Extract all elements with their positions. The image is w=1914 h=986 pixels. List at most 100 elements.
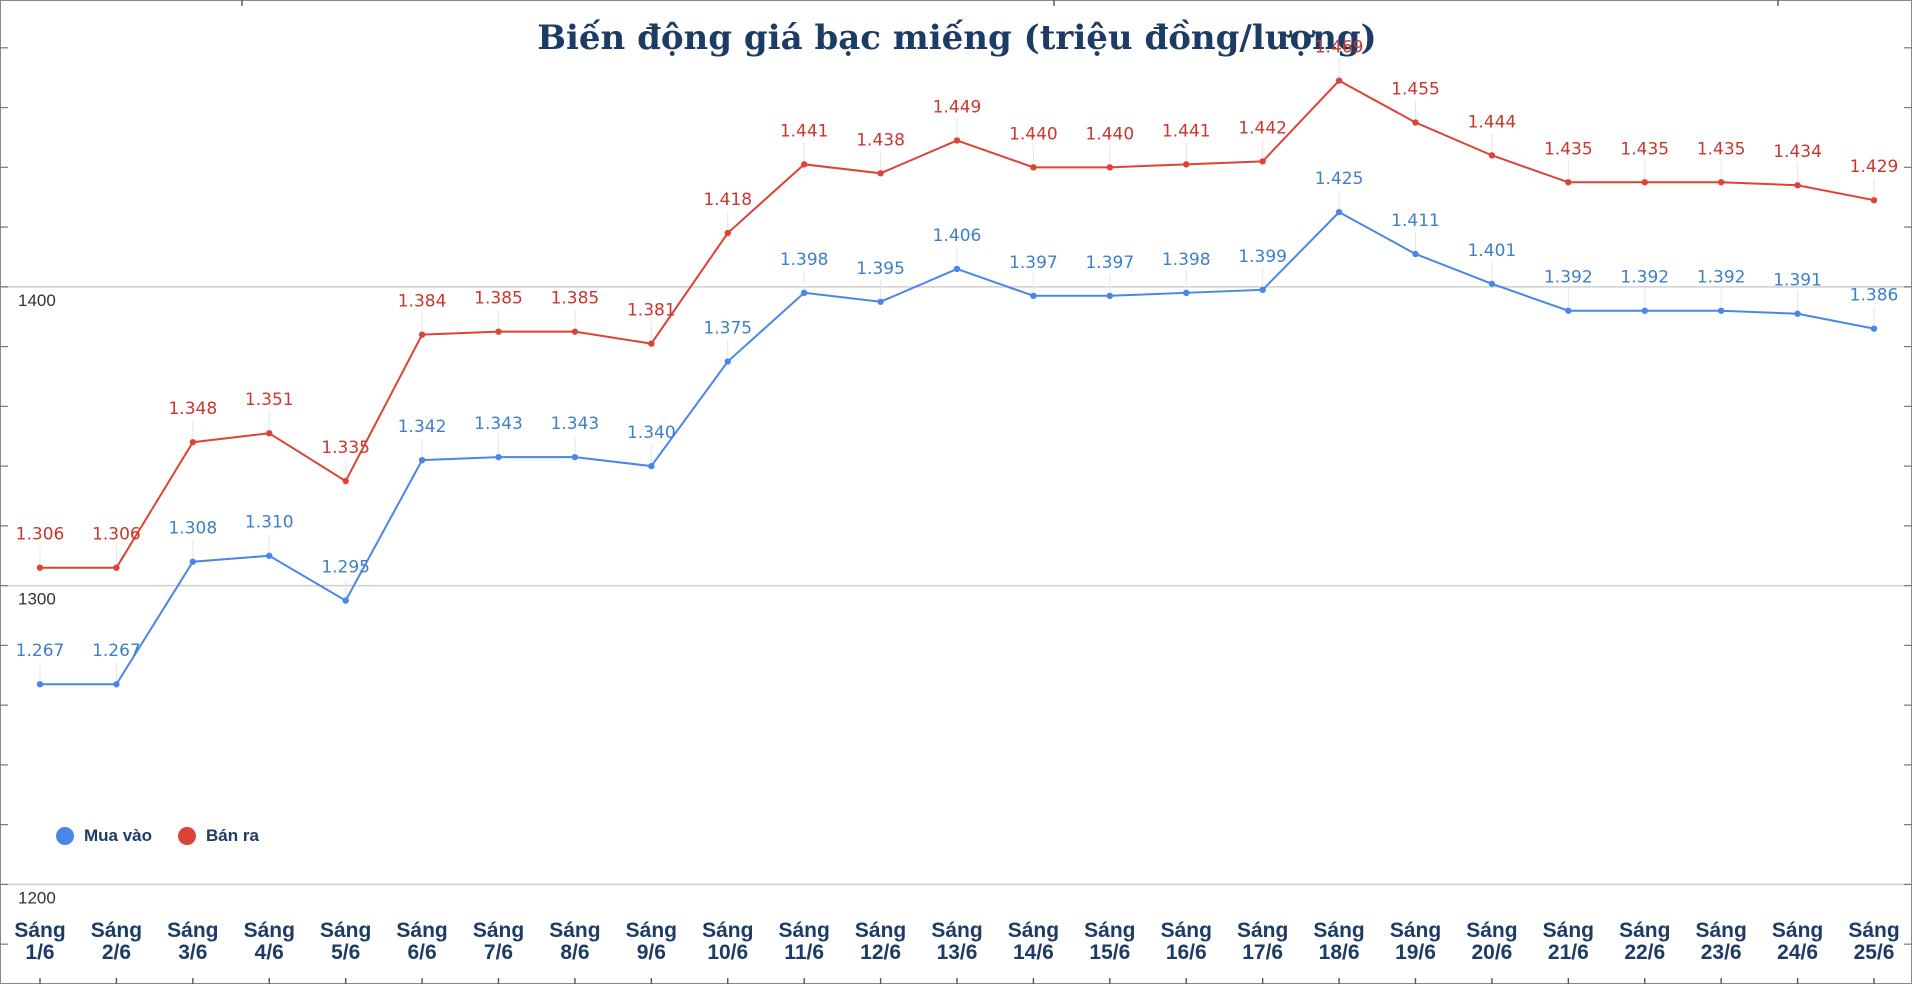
x-tick-label: Sáng 11/6 bbox=[778, 919, 829, 964]
legend-item-ban-ra[interactable]: Bán ra bbox=[178, 826, 259, 846]
x-tick-label: Sáng 20/6 bbox=[1466, 919, 1517, 964]
data-point bbox=[1641, 179, 1648, 186]
data-point bbox=[571, 453, 579, 461]
data-label: 1.397 bbox=[1085, 253, 1134, 273]
data-label: 1.455 bbox=[1391, 80, 1440, 100]
data-point bbox=[418, 331, 426, 338]
data-label: 1.335 bbox=[321, 438, 370, 458]
data-label: 1.267 bbox=[16, 641, 65, 661]
data-point bbox=[1183, 289, 1190, 297]
data-point bbox=[953, 137, 961, 144]
data-labels: 1.267 1.267 1.308 1.310 1.295 1.342 1.343 1.343… bbox=[16, 38, 1899, 682]
x-tick-label: Sáng 9/6 bbox=[626, 919, 677, 964]
data-point bbox=[1412, 250, 1419, 258]
data-point bbox=[1794, 182, 1801, 189]
data-point bbox=[1183, 161, 1190, 168]
data-point bbox=[1335, 77, 1343, 84]
y-tick-label: 1200 bbox=[18, 888, 56, 907]
data-point bbox=[1335, 208, 1343, 216]
x-tick-label: Sáng 15/6 bbox=[1084, 919, 1135, 964]
data-label: 1.444 bbox=[1468, 112, 1517, 132]
data-point bbox=[953, 265, 961, 273]
x-tick-label: Sáng 6/6 bbox=[396, 919, 447, 964]
data-label: 1.425 bbox=[1315, 169, 1364, 189]
x-axis-ticks: Sáng 1/6 Sáng 2/6 Sáng 3/6 Sáng 4/6 Sáng 5/6 Sáng 6… bbox=[14, 0, 1900, 984]
data-label: 1.401 bbox=[1468, 241, 1517, 261]
data-point bbox=[877, 298, 884, 305]
data-point bbox=[724, 358, 731, 365]
data-point bbox=[189, 439, 197, 446]
data-label: 1.406 bbox=[933, 226, 982, 246]
data-label: 1.398 bbox=[780, 250, 829, 270]
x-tick-label: Sáng 5/6 bbox=[320, 919, 371, 964]
data-point bbox=[1794, 310, 1801, 317]
data-point bbox=[36, 564, 44, 571]
data-label: 1.397 bbox=[1009, 253, 1058, 273]
data-label: 1.342 bbox=[398, 417, 447, 437]
data-point bbox=[800, 289, 808, 297]
x-tick-label: Sáng 22/6 bbox=[1619, 919, 1670, 964]
data-label: 1.351 bbox=[245, 390, 294, 410]
data-point bbox=[1717, 307, 1725, 314]
data-label: 1.418 bbox=[703, 190, 752, 210]
data-label: 1.381 bbox=[627, 301, 676, 321]
data-point bbox=[1717, 179, 1725, 186]
data-label: 1.391 bbox=[1773, 271, 1822, 291]
data-point bbox=[1106, 164, 1114, 171]
data-point bbox=[418, 456, 426, 464]
x-tick-label: Sáng 25/6 bbox=[1848, 919, 1899, 964]
data-label: 1.384 bbox=[398, 292, 447, 312]
data-point bbox=[113, 564, 120, 571]
x-tick-label: Sáng 3/6 bbox=[167, 919, 218, 964]
data-point bbox=[1030, 292, 1037, 299]
data-label: 1.395 bbox=[856, 259, 905, 279]
data-label: 1.386 bbox=[1850, 286, 1899, 306]
data-label: 1.449 bbox=[933, 97, 982, 117]
data-point bbox=[36, 681, 44, 688]
x-tick-label: Sáng 18/6 bbox=[1313, 919, 1364, 964]
legend-marker-mua-vao bbox=[56, 827, 74, 845]
data-label: 1.392 bbox=[1697, 268, 1746, 288]
data-label: 1.469 bbox=[1315, 38, 1364, 58]
data-point bbox=[189, 558, 197, 565]
data-label: 1.434 bbox=[1773, 142, 1822, 162]
data-label: 1.441 bbox=[780, 121, 829, 141]
data-label: 1.435 bbox=[1544, 139, 1593, 159]
y-axis-ticks: 1200 1300 1400 bbox=[18, 291, 56, 908]
x-tick-label: Sáng 19/6 bbox=[1390, 919, 1441, 964]
data-label: 1.442 bbox=[1238, 118, 1287, 138]
data-label: 1.429 bbox=[1850, 157, 1899, 177]
legend-item-mua-vao[interactable]: Mua vào bbox=[56, 826, 152, 846]
data-point bbox=[1641, 307, 1648, 314]
data-point bbox=[800, 161, 808, 168]
x-tick-label: Sáng 21/6 bbox=[1543, 919, 1594, 964]
data-point bbox=[342, 477, 349, 485]
data-label: 1.348 bbox=[168, 399, 217, 419]
x-tick-label: Sáng 8/6 bbox=[549, 919, 600, 964]
x-tick-label: Sáng 4/6 bbox=[244, 919, 295, 964]
data-point bbox=[877, 170, 884, 177]
data-label: 1.310 bbox=[245, 513, 294, 533]
data-label: 1.392 bbox=[1620, 268, 1669, 288]
x-tick-label: Sáng 10/6 bbox=[702, 919, 753, 964]
x-tick-label: Sáng 2/6 bbox=[91, 919, 142, 964]
x-tick-label: Sáng 17/6 bbox=[1237, 919, 1288, 964]
legend-label-ban-ra: Bán ra bbox=[206, 826, 259, 845]
x-tick-label: Sáng 1/6 bbox=[14, 919, 65, 964]
x-tick-label: Sáng 14/6 bbox=[1008, 919, 1059, 964]
data-point bbox=[1259, 286, 1266, 294]
x-tick-label: Sáng 16/6 bbox=[1161, 919, 1212, 964]
data-point bbox=[1870, 196, 1878, 204]
data-point bbox=[1488, 152, 1496, 159]
data-label: 1.411 bbox=[1391, 211, 1440, 231]
data-label: 1.440 bbox=[1009, 124, 1058, 144]
data-label: 1.343 bbox=[474, 414, 523, 434]
data-label: 1.375 bbox=[703, 319, 752, 339]
data-point bbox=[1565, 179, 1572, 186]
data-label: 1.343 bbox=[551, 414, 600, 434]
data-point bbox=[495, 453, 502, 461]
data-label: 1.267 bbox=[92, 641, 141, 661]
data-point bbox=[1259, 158, 1266, 165]
data-point bbox=[266, 430, 273, 437]
